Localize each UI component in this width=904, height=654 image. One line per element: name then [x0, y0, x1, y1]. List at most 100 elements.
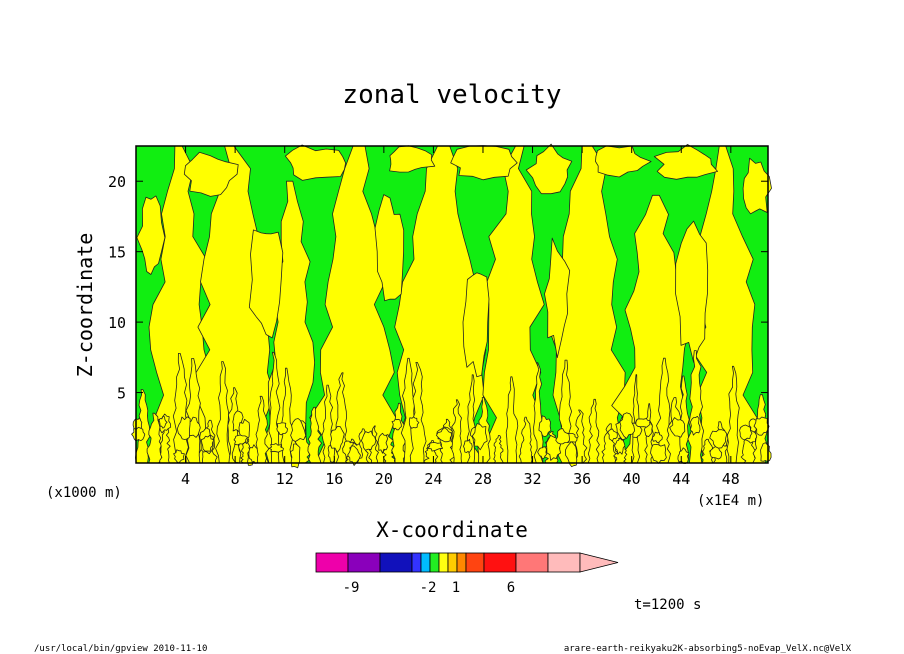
contour-region [635, 418, 651, 428]
x-tick-label: 32 [524, 470, 542, 488]
contour-region [505, 376, 519, 464]
contour-region [427, 442, 443, 452]
contour-region [329, 426, 345, 453]
contour-region [146, 412, 163, 464]
contour-region [391, 402, 407, 464]
contour-region [619, 412, 636, 439]
contour-region [739, 424, 753, 440]
footer-right: arare-earth-reikyaku2K-absorbing5-noEvap… [564, 644, 852, 654]
y-tick-label: 15 [108, 244, 126, 262]
contour-region [183, 151, 239, 197]
x-axis-ticks: 4 8 12 16 20 24 28 32 36 40 44 48 [181, 146, 740, 488]
colorbar-cell [420, 552, 431, 573]
x-tick-label: 16 [325, 470, 343, 488]
contour-region [753, 416, 770, 436]
contour-region [760, 442, 772, 462]
x-tick-label: 4 [181, 470, 190, 488]
y-axis-label: Z-coordinate [73, 233, 97, 378]
contour-region [463, 438, 473, 453]
contour-region [215, 361, 231, 464]
contour-region [587, 398, 600, 464]
contour-region [709, 429, 728, 449]
contour-region [391, 418, 402, 431]
time-annotation: t=1200 s [634, 597, 701, 613]
contour-region [614, 437, 626, 455]
colorbar-cell [465, 552, 485, 573]
contour-region [285, 144, 346, 181]
contour-region [377, 432, 388, 454]
colorbar-label: 6 [507, 580, 515, 596]
y-axis-ticks: 5 10 15 20 [108, 173, 768, 403]
contour-region [248, 229, 284, 339]
contour-region [290, 418, 307, 442]
contour-region [726, 365, 740, 464]
contour-region [650, 444, 667, 464]
contour-region [307, 406, 322, 464]
contour-region [173, 449, 185, 464]
colorbar-cell [483, 552, 517, 573]
contour-region [276, 422, 288, 436]
colorbar-arrow [579, 552, 619, 573]
colorbar-label: -2 [420, 580, 437, 596]
contour-region [538, 415, 552, 438]
contour-region [565, 441, 578, 468]
contour-region [200, 434, 215, 452]
x-unit-right: (x1E4 m) [697, 493, 764, 509]
contour-region [611, 194, 690, 464]
colorbar-cell [379, 552, 413, 573]
contour-region [389, 145, 436, 173]
contour-region [361, 430, 377, 451]
contour-region [347, 445, 361, 466]
footer-left: /usr/local/bin/gpview 2010-11-10 [34, 644, 207, 654]
contour-region [525, 143, 573, 195]
contour-region [268, 443, 284, 453]
colorbar [315, 552, 619, 573]
contour-region [518, 416, 533, 464]
colorbar-cell [456, 552, 467, 573]
x-axis-label: X-coordinate [376, 518, 528, 542]
x-tick-label: 24 [424, 470, 442, 488]
y-tick-label: 10 [108, 314, 126, 332]
contour-region [136, 195, 166, 275]
contour-region [675, 220, 709, 363]
x-tick-label: 44 [672, 470, 690, 488]
contour-region [462, 272, 490, 378]
colorbar-cell [411, 552, 422, 573]
plot-frame [135, 145, 769, 464]
contour-region [374, 194, 405, 302]
contour-region [574, 409, 588, 464]
contour-region [290, 443, 301, 469]
contour-region [471, 423, 488, 451]
contour-region [651, 431, 663, 443]
colorbar-cell [315, 552, 349, 573]
chart-title: zonal velocity [342, 80, 561, 110]
contour-region [653, 144, 718, 180]
contour-region [423, 440, 439, 464]
contour-region [689, 416, 701, 436]
contour-region [493, 435, 504, 464]
contour-region [131, 426, 146, 442]
x-tick-label: 8 [231, 470, 240, 488]
y-tick-label: 5 [117, 385, 126, 403]
colorbar-label: 1 [452, 580, 460, 596]
contour-region [669, 417, 686, 438]
contour-region [544, 237, 571, 359]
contour-region [607, 428, 618, 442]
x-tick-label: 40 [623, 470, 641, 488]
colorbar-labels: -9 -2 1 6 [343, 580, 516, 596]
contour-region [555, 428, 570, 445]
x-tick-label: 12 [276, 470, 294, 488]
contour-region [254, 395, 270, 464]
colorbar-cell [347, 552, 381, 573]
contour-region [176, 416, 191, 440]
x-tick-label: 48 [722, 470, 740, 488]
colorbar-cell [547, 552, 581, 573]
contour-region [233, 434, 248, 446]
yellow-regions [131, 143, 772, 469]
x-unit-left: (x1000 m) [46, 485, 122, 501]
contour-region [450, 145, 518, 181]
colorbar-cell [447, 552, 458, 573]
x-tick-label: 28 [474, 470, 492, 488]
